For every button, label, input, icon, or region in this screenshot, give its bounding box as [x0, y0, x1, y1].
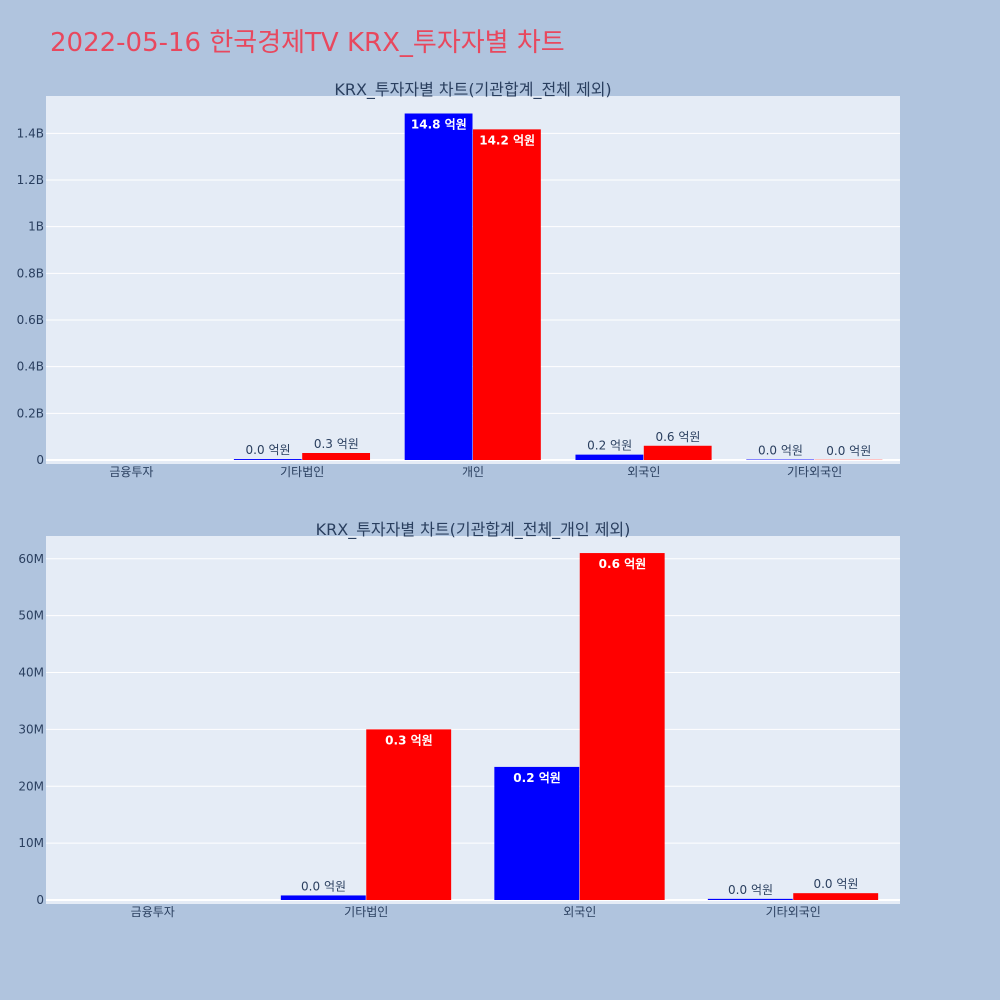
x-tick-label: 외국인 [563, 905, 596, 919]
y-tick-label: 0.2B [17, 406, 44, 420]
bar [473, 129, 541, 460]
plot-background [46, 536, 900, 904]
chart-panel-2: 0 10M 20M 30M 40M 50M 60M KRX_투자자별 차트(기관합계_전체_개… [18, 520, 900, 919]
bar [280, 895, 366, 900]
y-tick-label: 10M [18, 836, 44, 850]
y-tick-label: 0 [36, 893, 44, 907]
x-tick-label: 금융투자 [131, 905, 175, 919]
data-label: 14.8 억원 [411, 118, 467, 132]
y-tick-label: 1.4B [17, 126, 44, 140]
data-label: 0.6 억원 [599, 557, 647, 571]
x-tick-label: 금융투자 [109, 465, 153, 479]
x-tick-label: 개인 [462, 465, 484, 479]
data-label: 0.2 억원 [513, 771, 561, 785]
y-tick-label: 50M [18, 609, 44, 623]
bar [579, 553, 665, 900]
y-tick-label: 0.6B [17, 313, 44, 327]
y-tick-label: 60M [18, 552, 44, 566]
data-label: 0.6 억원 [655, 430, 700, 444]
main-title: 2022-05-16 한국경제TV KRX_투자자별 차트 [50, 28, 565, 58]
chart-panel-1: 0 0.2B 0.4B 0.6B 0.8B 1B 1.2B 1.4B KRX_투자자별 차트(기… [17, 80, 900, 479]
bar [643, 445, 712, 460]
x-tick-label: 기타외국인 [787, 465, 842, 479]
bar [302, 453, 371, 460]
data-label: 0.0 억원 [813, 877, 858, 891]
bar [404, 113, 473, 460]
bar [366, 729, 452, 900]
y-tick-label: 1.2B [17, 173, 44, 187]
bar [494, 766, 580, 900]
data-label: 0.3 억원 [314, 437, 359, 451]
y-tick-label: 20M [18, 779, 44, 793]
y-tick-label: 0 [36, 453, 44, 467]
x-tick-label: 외국인 [627, 465, 660, 479]
data-label: 0.0 억원 [826, 444, 871, 458]
data-label: 0.0 억원 [246, 443, 291, 457]
x-tick-label: 기타법인 [344, 905, 388, 919]
bar [707, 898, 793, 900]
y-tick-label: 1B [28, 220, 44, 234]
data-label: 0.2 억원 [587, 439, 632, 453]
bar [793, 893, 879, 900]
y-tick-label: 0.4B [17, 360, 44, 374]
chart-title: KRX_투자자별 차트(기관합계_전체_개인 제외) [316, 520, 631, 540]
data-label: 14.2 억원 [479, 133, 535, 147]
bar [233, 459, 302, 460]
x-tick-label: 기타법인 [280, 465, 324, 479]
x-tick-label: 기타외국인 [766, 905, 821, 919]
chart-title: KRX_투자자별 차트(기관합계_전체 제외) [334, 80, 611, 100]
y-tick-label: 30M [18, 722, 44, 736]
data-label: 0.0 억원 [758, 444, 803, 458]
data-label: 0.0 억원 [301, 879, 346, 893]
bar [575, 454, 644, 460]
data-label: 0.0 억원 [728, 883, 773, 897]
y-tick-label: 40M [18, 666, 44, 680]
y-tick-label: 0.8B [17, 266, 44, 280]
data-label: 0.3 억원 [385, 733, 433, 747]
